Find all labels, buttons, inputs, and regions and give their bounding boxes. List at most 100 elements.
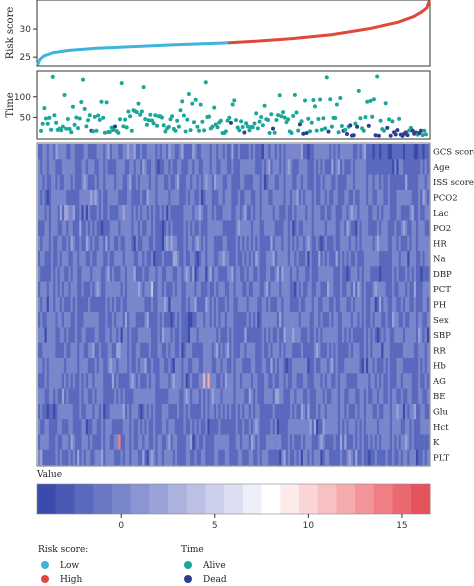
heatmap-cell: [246, 358, 249, 374]
heatmap-cell: [389, 312, 393, 328]
heatmap-cell: [402, 251, 406, 267]
heatmap-cell: [352, 419, 356, 435]
heatmap-cell: [198, 373, 202, 389]
heatmap-cell: [281, 251, 284, 267]
heatmap-cell: [51, 312, 54, 328]
heatmap-cell: [213, 144, 217, 160]
heatmap-cell: [170, 449, 173, 466]
heatmap-cell: [200, 205, 204, 221]
alive-point: [52, 113, 57, 118]
heatmap-cell: [166, 281, 169, 298]
dead-point: [419, 128, 423, 133]
heatmap-cell: [307, 220, 310, 237]
heatmap-cell: [411, 388, 415, 405]
heatmap-cell: [313, 144, 317, 160]
heatmap-cell: [150, 296, 154, 313]
heatmap-cell: [331, 358, 334, 374]
heatmap-cell: [272, 419, 276, 435]
heatmap-cell: [248, 205, 252, 221]
heatmap-cell: [111, 403, 115, 420]
heatmap-cell: [389, 266, 393, 282]
heatmap-cell: [285, 205, 289, 221]
heatmap-cell: [53, 296, 56, 313]
heatmap-cell: [237, 296, 241, 313]
heatmap-cell: [68, 358, 71, 374]
heatmap-cell: [213, 159, 217, 175]
heatmap-cell: [205, 159, 208, 175]
heatmap-cell: [81, 403, 84, 420]
heatmap-cell: [309, 144, 312, 160]
heatmap-cell: [70, 296, 74, 313]
heatmap-cell: [213, 281, 217, 298]
heatmap-cell: [148, 296, 152, 313]
heatmap-cell: [203, 358, 206, 374]
heatmap-cell: [120, 419, 124, 435]
heatmap-cell: [300, 144, 304, 160]
heatmap-cell: [77, 373, 80, 389]
heatmap-cell: [200, 296, 204, 313]
heatmap-cell: [222, 144, 226, 160]
heatmap-cell: [268, 189, 271, 206]
heatmap-cell: [203, 144, 206, 160]
heatmap-cell: [70, 174, 74, 191]
heatmap-cell: [61, 434, 65, 451]
heatmap-cell: [303, 327, 306, 344]
heatmap-cell: [118, 342, 121, 359]
heatmap-cell: [268, 312, 271, 328]
heatmap-cell: [261, 266, 265, 282]
heatmap-cell: [326, 174, 330, 191]
heatmap-cell: [333, 251, 336, 267]
heatmap-cell: [129, 251, 132, 267]
heatmap-cell: [92, 281, 95, 298]
heatmap-cell: [146, 419, 150, 435]
heatmap-cell: [394, 174, 397, 191]
heatmap-cell: [383, 266, 386, 282]
heatmap-cell: [129, 419, 132, 435]
heatmap-cell: [118, 403, 121, 420]
heatmap-cell: [307, 235, 310, 252]
heatmap-cell: [92, 327, 95, 344]
heatmap-cell: [220, 358, 223, 374]
heatmap-cell: [207, 449, 210, 466]
heatmap-cell: [411, 144, 415, 160]
heatmap-cell: [266, 342, 269, 359]
heatmap-cell: [103, 312, 106, 328]
heatmap-cell: [96, 281, 100, 298]
heatmap-cell: [90, 266, 93, 282]
alive-point: [232, 98, 237, 103]
heatmap-cell: [148, 434, 152, 451]
heatmap-cell: [100, 220, 104, 237]
heatmap-cell: [131, 434, 134, 451]
alive-point: [91, 129, 96, 134]
heatmap-cell: [270, 205, 273, 221]
heatmap-cell: [287, 312, 291, 328]
heatmap-cell: [135, 189, 139, 206]
heatmap-cell: [270, 342, 273, 359]
heatmap-cell: [376, 342, 380, 359]
heatmap-cell: [268, 296, 271, 313]
heatmap-cell: [422, 251, 425, 267]
heatmap-cell: [426, 419, 430, 435]
heatmap-cell: [268, 220, 271, 237]
heatmap-cell: [331, 144, 334, 160]
heatmap-cell: [103, 403, 106, 420]
heatmap-cell: [285, 403, 289, 420]
heatmap-cell: [270, 281, 273, 298]
heatmap-cell: [74, 434, 78, 451]
heatmap-cell: [142, 266, 145, 282]
heatmap-cell: [85, 449, 89, 466]
heatmap-cell: [168, 327, 171, 344]
heatmap-cell: [146, 235, 150, 252]
heatmap-cell: [426, 235, 430, 252]
heatmap-cell: [387, 419, 391, 435]
heatmap-cell: [185, 327, 189, 344]
heatmap-cell: [274, 312, 278, 328]
heatmap-cell: [285, 449, 289, 466]
heatmap-cell: [370, 159, 373, 175]
heatmap-cell: [105, 434, 108, 451]
heatmap-cell: [396, 296, 399, 313]
heatmap-cell: [372, 327, 375, 344]
heatmap-cell: [205, 358, 208, 374]
heatmap-cell: [159, 296, 163, 313]
heatmap-cell: [305, 403, 308, 420]
